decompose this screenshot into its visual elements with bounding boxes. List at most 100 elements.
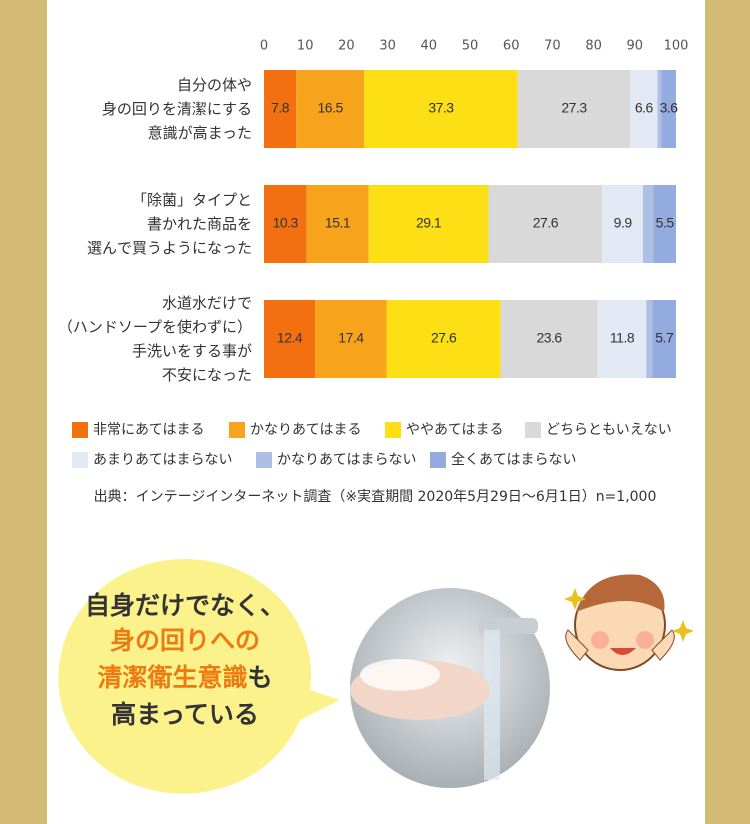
legend-label: 非常にあてはまる	[93, 422, 204, 438]
x-tick-label: 40	[421, 39, 438, 54]
x-tick-label: 10	[297, 39, 314, 54]
x-tick-label: 90	[627, 39, 644, 54]
data-label: 15.1	[325, 215, 351, 231]
data-label: 29.1	[416, 215, 442, 231]
x-tick-label: 30	[379, 39, 396, 54]
bar-segment	[500, 300, 598, 378]
category-line: 選んで買うようになった	[87, 239, 252, 257]
bar-segment	[296, 70, 365, 148]
data-label: 6.6	[635, 100, 654, 116]
category-line: 手洗いをする事が	[132, 342, 252, 360]
bar-segment	[646, 300, 653, 378]
legend-label: かなりあてはまる	[250, 422, 361, 438]
bar-segment	[386, 300, 501, 378]
category-line: 水道水だけで	[162, 294, 252, 312]
chart: 0 10 20 30 40 50 60 70 80 90 100 自分の体や身の回りを清潔にする意識が…	[58, 39, 689, 468]
bar-segment	[517, 70, 631, 148]
data-label: 27.6	[533, 215, 559, 231]
category-label: 自分の体や身の回りを清潔にする意識が高まった	[102, 76, 252, 142]
x-tick-label: 50	[462, 39, 479, 54]
callout-text: 高まっている	[111, 700, 259, 729]
bar-segment	[602, 185, 644, 263]
legend-label: どちらともいえない	[546, 422, 672, 438]
category-label: 水道水だけで （ハンドソープを使わずに） 手洗いをする事が不安になった	[58, 294, 252, 384]
x-tick-label: 70	[544, 39, 561, 54]
callout-text: 自身だけでなく、	[85, 591, 285, 620]
bar-segment	[315, 300, 387, 378]
x-tick-label: 60	[503, 39, 520, 54]
category-line: 意識が高まった	[148, 124, 252, 142]
illustration	[58, 559, 694, 794]
category-line: 不安になった	[162, 366, 252, 384]
hair	[576, 574, 665, 612]
legend-swatch	[229, 422, 245, 438]
legend-swatch	[525, 422, 541, 438]
x-tick-label: 100	[664, 39, 689, 54]
legend-swatch	[385, 422, 401, 438]
data-label: 27.6	[431, 330, 457, 346]
x-tick-label: 0	[260, 39, 268, 54]
data-label: 23.6	[536, 330, 562, 346]
bar-segment	[364, 70, 518, 148]
legend-swatch	[72, 452, 88, 468]
bar-segment	[661, 70, 676, 148]
data-label: 5.5	[656, 215, 675, 231]
callout-line: 身の回りへの	[110, 626, 260, 655]
bar-segment	[488, 185, 603, 263]
x-tick-label: 20	[338, 39, 355, 54]
legend-swatch	[256, 452, 272, 468]
data-label: 12.4	[277, 330, 303, 346]
cheek	[636, 631, 654, 649]
bar-segment	[264, 185, 307, 263]
sparkle	[564, 588, 694, 642]
x-tick-label: 80	[585, 39, 602, 54]
bar-segment	[597, 300, 647, 378]
data-label: 9.9	[614, 215, 633, 231]
category-line: 書かれた商品を	[147, 215, 252, 233]
hands-cartoon	[565, 629, 675, 661]
legend-label: ややあてはまる	[406, 422, 503, 438]
bar-segment	[653, 185, 676, 263]
category-line: 身の回りを清潔にする	[102, 100, 252, 118]
callout-line: 高まっている	[111, 700, 259, 729]
callout-line: 自身だけでなく、	[85, 591, 285, 620]
legend-label: 全くあてはまらない	[451, 451, 576, 468]
mouth	[610, 648, 636, 655]
data-label: 27.3	[561, 100, 587, 116]
callout-text: も	[248, 663, 273, 692]
bar-segment	[306, 185, 369, 263]
data-label: 5.7	[655, 330, 674, 346]
data-label: 37.3	[428, 100, 454, 116]
bar-segment	[657, 70, 662, 148]
data-label: 16.5	[318, 100, 344, 116]
data-label: 11.8	[610, 330, 635, 346]
category-line: （ハンドソープを使わずに）	[58, 318, 252, 336]
source: 出典：インテージインターネット調査（※実査期間 2020年5月29日〜6月1日）…	[94, 489, 657, 505]
data-label: 7.8	[271, 100, 290, 116]
foam	[360, 659, 440, 691]
cheek	[591, 631, 609, 649]
bar-segment	[643, 185, 654, 263]
legend-label: あまりあてはまらない	[93, 452, 232, 468]
callout-text: 身の回りへの	[110, 626, 260, 655]
bar-segment	[652, 300, 676, 378]
callout-text: 清潔衛生意識	[97, 663, 247, 692]
data-label: 17.4	[338, 330, 364, 346]
legend-swatch	[72, 422, 88, 438]
legend-swatch	[430, 452, 446, 468]
speech-bubble	[58, 559, 340, 794]
bar-segment	[630, 70, 658, 148]
category-line: 「除菌」タイプと	[132, 191, 252, 209]
bar-segment	[264, 300, 316, 378]
legend-label: かなりあてはまらない	[277, 452, 416, 468]
border-left	[0, 0, 47, 824]
bar-segment	[368, 185, 489, 263]
border-right	[705, 0, 750, 824]
category-line: 自分の体や	[177, 76, 252, 94]
water	[484, 630, 500, 780]
data-label: 10.3	[273, 215, 299, 231]
category-label: 「除菌」タイプと書かれた商品を選んで買うようになった	[87, 191, 252, 257]
callout-line: 清潔衛生意識も	[97, 663, 272, 692]
data-label: 3.6	[660, 100, 679, 116]
